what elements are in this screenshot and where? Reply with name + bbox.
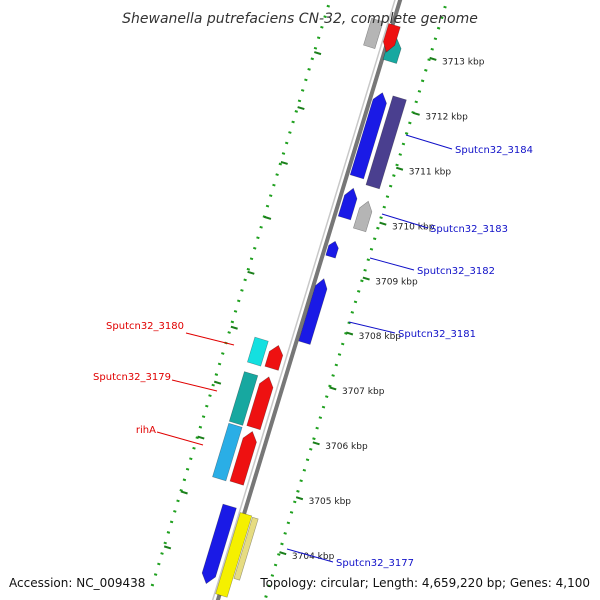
gene-arrow-red-3179 <box>246 376 274 431</box>
tick-label: 3713 kbp <box>442 58 485 68</box>
gene-label-leader <box>171 379 218 392</box>
gene-arrow-blue-bottom <box>201 503 237 585</box>
gene-label-leader <box>348 321 396 334</box>
tick-layer: 3713 kbp 3712 kbp 3711 kbp 3710 kbp 3709 kbp… <box>163 51 485 562</box>
minor-tick-mark <box>163 545 172 550</box>
tick-label: 3707 kbp <box>342 387 385 397</box>
tick-mark <box>362 276 370 281</box>
backbone-shadow <box>211 0 396 600</box>
gene-label: Sputcn32_3182 <box>417 266 495 277</box>
minor-tick-mark <box>263 215 272 220</box>
gene-box-sputcn32-3177 <box>215 512 253 598</box>
gene-label-leader <box>381 213 429 229</box>
tick-label: 3709 kbp <box>375 277 418 287</box>
label-layer: Sputcn32_3184 Sputcn32_3183 Sputcn32_3182 S… <box>93 134 533 569</box>
outer-dotted-ring-right <box>263 0 449 600</box>
gene-arrow-blue-small <box>337 187 358 221</box>
gene-arrow-sputcn32-3185 <box>349 92 387 180</box>
ring-layer <box>148 0 449 600</box>
minor-tick-mark <box>180 490 188 495</box>
gene-arrow-red-3180 <box>264 344 284 371</box>
gene-label-leader <box>156 431 204 446</box>
topology-text: Topology: circular; Length: 4,659,220 bp… <box>259 576 590 590</box>
accession-text: Accession: NC_009438 <box>9 576 145 590</box>
gene-box-riha <box>212 422 243 482</box>
tick-mark <box>279 551 287 556</box>
gene-arrow-sputcn32-3183 <box>353 200 373 233</box>
gene-box-sputcn32-3180 <box>247 336 269 367</box>
feature-layer <box>201 17 407 598</box>
backbone-line <box>215 0 403 600</box>
backbone-layer <box>211 0 403 600</box>
tick-label: 3711 kbp <box>409 168 452 178</box>
minor-tick-mark <box>297 106 305 111</box>
tick-mark <box>379 221 387 226</box>
tick-mark <box>312 441 320 446</box>
tick-mark <box>295 496 304 501</box>
minor-tick-mark <box>197 435 205 440</box>
gene-arrow-red-riha <box>229 431 257 486</box>
gene-label-leader <box>405 134 453 150</box>
minor-tick-mark <box>314 51 322 56</box>
tick-mark <box>395 166 404 171</box>
tick-label: 3706 kbp <box>325 442 368 452</box>
gene-label-leader <box>369 257 415 271</box>
tick-label: 3705 kbp <box>309 497 352 507</box>
tick-label: 3710 kbp <box>392 222 435 232</box>
gene-arrow-sputcn32-3182 <box>325 240 339 259</box>
gene-arrow-sputcn32-3181 <box>298 278 328 345</box>
gene-label: Sputcn32_3181 <box>398 329 476 340</box>
gene-label: Sputcn32_3177 <box>336 558 414 569</box>
tick-mark <box>412 111 420 116</box>
gene-label: Sputcn32_3184 <box>455 145 533 156</box>
minor-tick-mark <box>213 380 222 385</box>
gene-box-sputcn32-3184 <box>365 95 407 190</box>
gene-label: rihA <box>136 425 156 436</box>
gene-label-leader <box>286 548 334 563</box>
map-title: Shewanella putrefaciens CN-32, complete … <box>122 11 478 27</box>
gene-label-leader <box>185 332 235 346</box>
tick-mark <box>329 386 337 391</box>
gene-box-gray-top <box>363 17 384 49</box>
tick-label: 3708 kbp <box>359 332 402 342</box>
gene-box-khaki-bottom <box>233 516 259 581</box>
gene-box-sputcn32-3179 <box>228 371 259 426</box>
minor-tick-mark <box>280 160 288 165</box>
tick-mark <box>345 331 354 336</box>
minor-tick-mark <box>247 270 255 275</box>
gene-arrow-red-top <box>382 23 401 53</box>
tick-label: 3712 kbp <box>425 113 468 123</box>
tick-mark <box>429 56 437 61</box>
minor-tick-mark <box>230 325 238 330</box>
gene-label: Sputcn32_3183 <box>430 224 508 235</box>
gene-label: Sputcn32_3180 <box>106 321 184 332</box>
gene-label: Sputcn32_3179 <box>93 372 171 383</box>
